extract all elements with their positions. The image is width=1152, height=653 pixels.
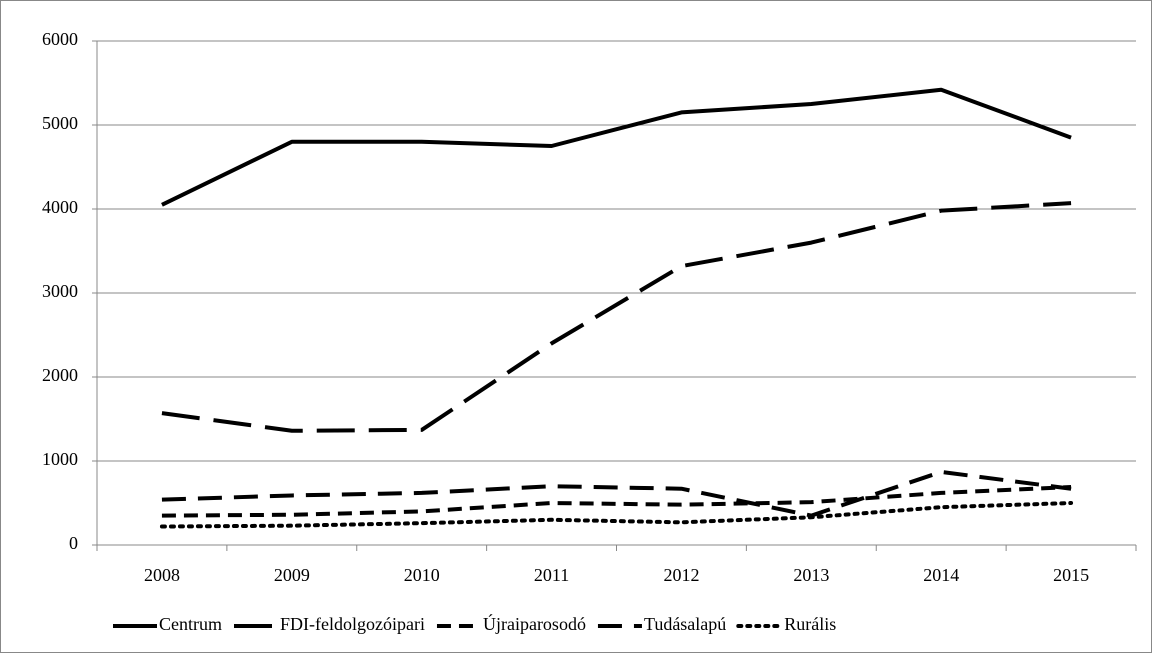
legend-label: Tudásalapú xyxy=(644,614,726,634)
x-tick-label: 2009 xyxy=(274,565,310,585)
series-line xyxy=(161,485,1072,518)
y-tick-label: 2000 xyxy=(42,365,78,385)
legend-label: Centrum xyxy=(159,614,222,634)
x-tick-label: 2011 xyxy=(534,565,569,585)
legend-label: FDI-feldolgozóipari xyxy=(280,614,425,634)
series-line xyxy=(161,87,1072,207)
x-tick-label: 2015 xyxy=(1053,565,1089,585)
y-tick-label: 6000 xyxy=(42,29,78,49)
x-tick-label: 2012 xyxy=(663,565,699,585)
x-tick-label: 2008 xyxy=(144,565,180,585)
y-tick-label: 4000 xyxy=(42,197,78,217)
x-tick-label: 2014 xyxy=(923,565,959,585)
series-line xyxy=(161,201,1072,433)
x-tick-label: 2013 xyxy=(793,565,829,585)
y-tick-label: 1000 xyxy=(42,449,78,469)
series-line xyxy=(161,469,1072,518)
legend-label: Újraiparosodó xyxy=(483,613,586,634)
y-tick-label: 3000 xyxy=(42,281,78,301)
y-tick-label: 5000 xyxy=(42,113,78,133)
y-tick-label: 0 xyxy=(69,533,78,553)
legend-label: Rurális xyxy=(784,614,836,634)
series-line xyxy=(159,501,1074,529)
x-tick-label: 2010 xyxy=(404,565,440,585)
